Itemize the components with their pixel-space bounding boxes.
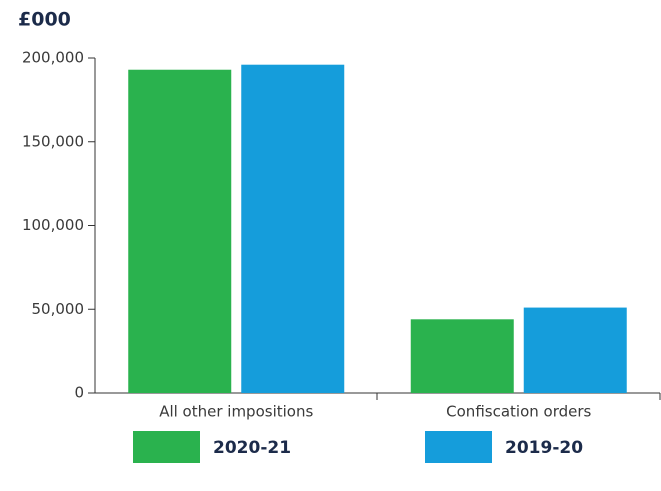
y-tick-label: 50,000	[32, 300, 85, 318]
bar	[241, 64, 345, 393]
legend-swatch	[133, 431, 200, 463]
axis-title: £000	[18, 9, 71, 31]
x-tick-label: All other impositions	[159, 403, 313, 421]
bar	[128, 69, 232, 393]
legend-swatch	[425, 431, 492, 463]
x-tick-label: Confiscation orders	[446, 403, 591, 421]
y-tick-label: 0	[74, 384, 84, 402]
bar	[410, 319, 514, 393]
y-tick-label: 150,000	[22, 132, 84, 150]
y-tick-label: 100,000	[22, 216, 84, 234]
y-tick-label: 200,000	[22, 49, 84, 67]
legend-label: 2019-20	[505, 438, 583, 458]
legend-label: 2020-21	[213, 438, 291, 458]
bar	[523, 307, 627, 393]
